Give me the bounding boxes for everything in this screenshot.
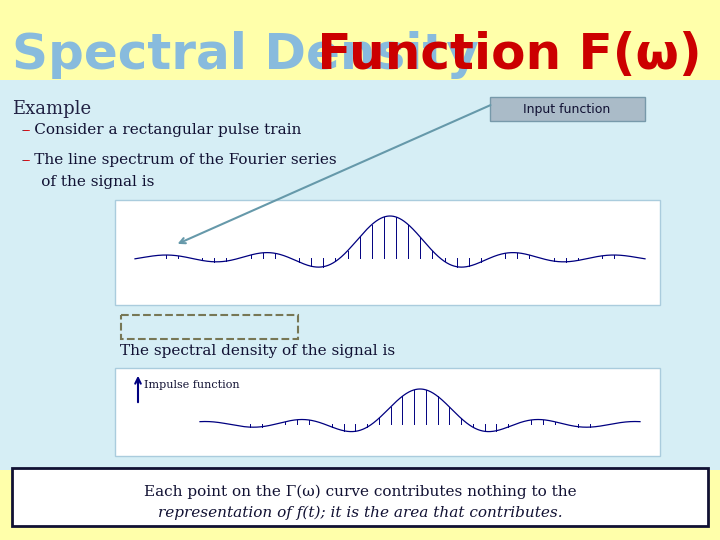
Text: The spectral density of the signal is: The spectral density of the signal is [120, 344, 395, 358]
Bar [115, 200, 660, 305]
Text: –: – [22, 123, 30, 137]
Bar [115, 368, 660, 456]
Bar [0, 80, 720, 470]
Text: Function F(ω): Function F(ω) [300, 31, 701, 79]
Bar [490, 97, 645, 121]
Text: of the signal is: of the signal is [12, 175, 154, 189]
Text: – Consider a rectangular pulse train: – Consider a rectangular pulse train [12, 123, 302, 137]
Text: Example: Example [12, 100, 91, 118]
Text: – The line spectrum of the Fourier series: – The line spectrum of the Fourier serie… [12, 153, 337, 167]
Text: representation of f(t); it is the area that contributes.: representation of f(t); it is the area t… [158, 506, 562, 521]
Text: Each point on the Γ(ω) curve contributes nothing to the: Each point on the Γ(ω) curve contributes… [144, 485, 576, 500]
Text: Impulse function: Impulse function [144, 380, 240, 390]
Bar [12, 468, 708, 526]
Text: Spectral Density: Spectral Density [12, 31, 479, 79]
Text: Input function: Input function [523, 103, 611, 116]
Text: –: – [22, 153, 30, 167]
